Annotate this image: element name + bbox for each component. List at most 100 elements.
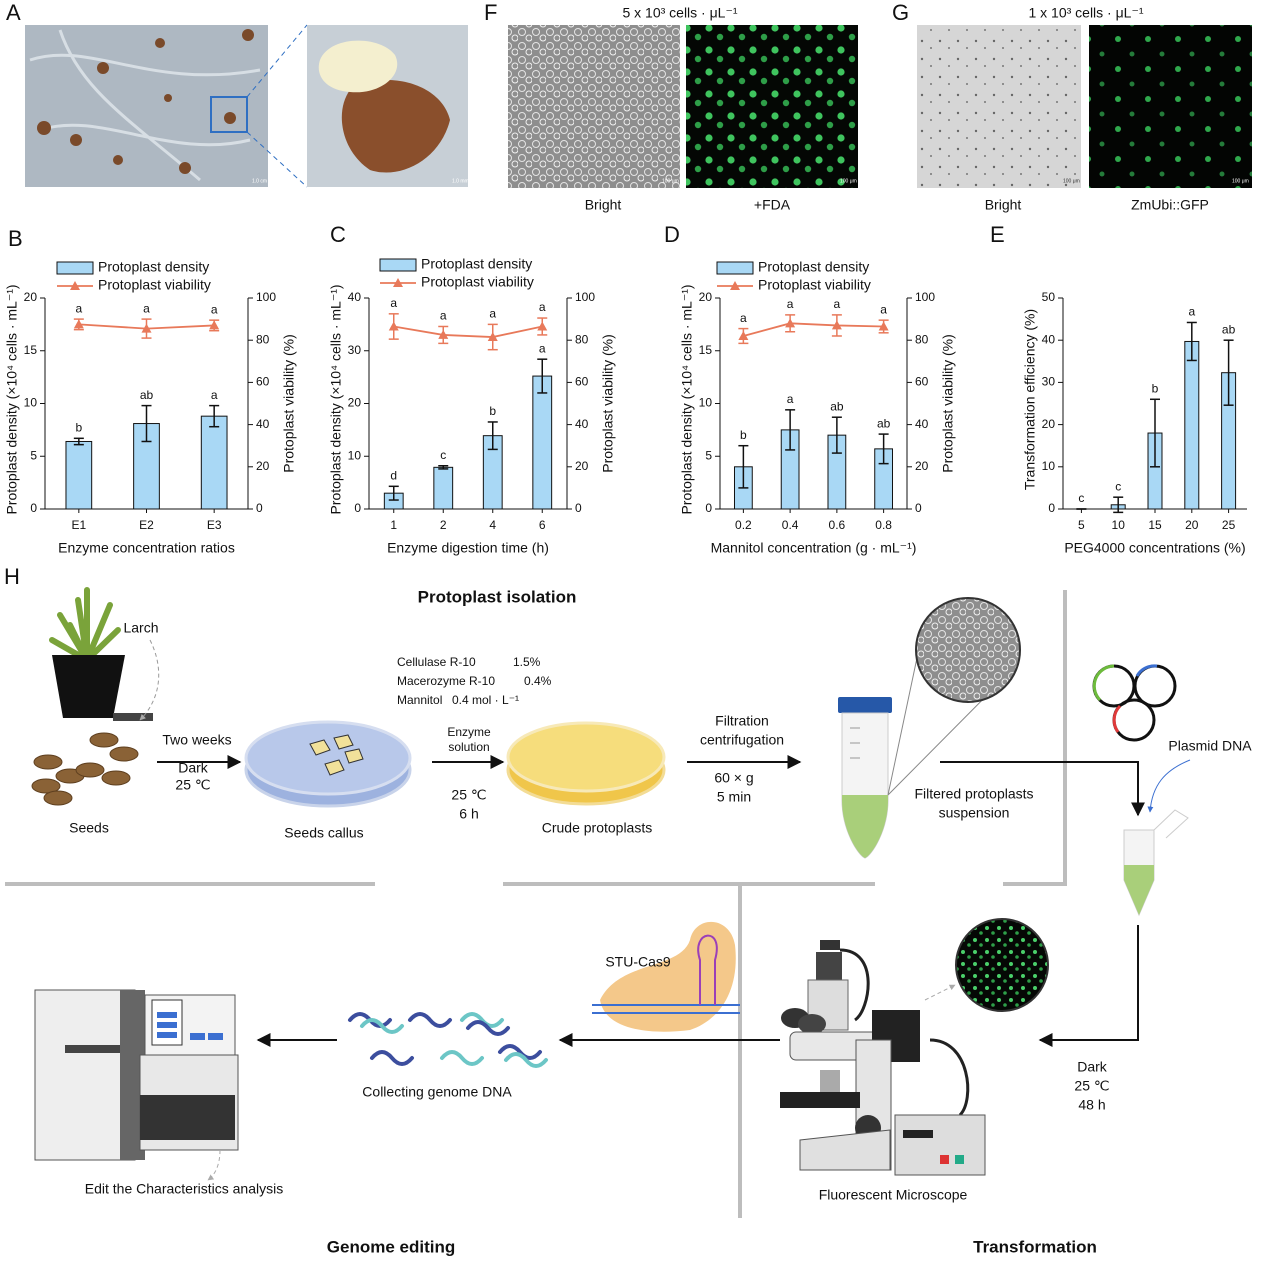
significance-letter: c <box>1078 491 1084 505</box>
arrow <box>940 761 1145 817</box>
larch-plant <box>49 587 153 721</box>
photo-caption: ZmUbi::GFP <box>1131 197 1209 213</box>
x-tick-label: 0.6 <box>829 518 846 532</box>
y2-tick-label: 20 <box>256 459 270 473</box>
marker <box>785 318 796 328</box>
sequencer <box>157 1012 177 1018</box>
legend-label: Protoplast viability <box>758 277 871 293</box>
significance-letter: a <box>211 302 218 316</box>
label: 25 ℃ <box>175 776 210 792</box>
significance-letter: a <box>880 302 887 316</box>
scale-bar: 100 μm <box>1232 178 1249 184</box>
y-tick-label: 20 <box>699 290 713 304</box>
photo-caption: +FDA <box>754 197 791 213</box>
significance-letter: a <box>211 388 218 402</box>
sequencer <box>207 1149 221 1181</box>
microscope <box>820 940 840 950</box>
x-tick-label: 5 <box>1078 518 1085 532</box>
reagent-amount: 1.5% <box>513 655 541 669</box>
y2-axis-title: Protoplast viability (%) <box>600 334 616 473</box>
y2-tick-label: 80 <box>575 332 589 346</box>
plasmids <box>1092 664 1115 702</box>
cas9-complex <box>592 921 740 1032</box>
y2-tick-label: 80 <box>915 332 929 346</box>
significance-letter: a <box>834 297 841 311</box>
photo-caption: Bright <box>585 197 622 213</box>
bright-field-photo <box>508 25 680 188</box>
seeds-drawing <box>31 732 139 806</box>
y-tick-label: 0 <box>1048 501 1055 515</box>
panel-title: 5 x 10³ cells · μL⁻¹ <box>622 5 737 21</box>
callus-body <box>318 40 398 93</box>
reagent: Macerozyme R-10 <box>397 674 495 688</box>
y2-tick-label: 40 <box>256 417 270 431</box>
label: suspension <box>939 805 1010 821</box>
petri-dish-callus <box>344 748 364 764</box>
microscope <box>799 1129 891 1171</box>
microscope <box>940 1155 949 1164</box>
marker <box>141 323 152 333</box>
x-tick-label: 6 <box>539 518 546 532</box>
seed-dots <box>37 121 51 135</box>
panel-label: B <box>8 226 23 251</box>
significance-letter: a <box>539 300 546 314</box>
y-tick-label: 5 <box>705 448 712 462</box>
legend-label: Protoplast viability <box>98 277 211 293</box>
label: Larch <box>123 620 158 636</box>
significance-letter: a <box>539 341 546 355</box>
marker <box>209 320 220 330</box>
microscope <box>839 948 870 1022</box>
callus-photo <box>25 25 268 187</box>
plasmids <box>1112 704 1122 733</box>
microscope <box>780 1092 860 1108</box>
label: Collecting genome DNA <box>362 1084 512 1100</box>
microscope <box>929 1038 970 1117</box>
x-axis-title: PEG4000 concentrations (%) <box>1064 540 1245 556</box>
legend-label: Protoplast density <box>421 256 532 272</box>
y-tick-label: 40 <box>1042 332 1056 346</box>
significance-letter: c <box>1115 479 1121 493</box>
centrifuge-tube <box>838 697 892 713</box>
fluorescence-photo <box>686 25 858 188</box>
panel-label: C <box>330 222 346 247</box>
marker <box>388 321 399 331</box>
significance-letter: b <box>740 428 747 442</box>
y2-axis-title: Protoplast viability (%) <box>281 334 297 473</box>
legend-swatch <box>379 258 417 272</box>
y-axis-title: Transformation efficiency (%) <box>1022 309 1038 490</box>
y2-axis-title: Protoplast viability (%) <box>940 334 956 473</box>
reagent-amount: 0.4% <box>524 674 552 688</box>
significance-letter: ab <box>140 388 154 402</box>
y-tick-label: 0 <box>354 501 361 515</box>
marker <box>537 321 548 331</box>
label: Dark <box>1077 1059 1108 1075</box>
label: Edit the Characteristics analysis <box>85 1181 283 1197</box>
fluorescence-photo <box>1089 25 1252 188</box>
genome-dna <box>360 1018 404 1034</box>
y-tick-label: 15 <box>699 343 713 357</box>
label: 48 h <box>1078 1097 1105 1113</box>
bar <box>532 375 553 510</box>
y-tick-label: 30 <box>1042 375 1056 389</box>
panel-label: F <box>484 0 497 25</box>
bar <box>1184 340 1200 510</box>
seeds-drawing <box>89 732 119 748</box>
genome-dna <box>498 1044 542 1060</box>
y-tick-label: 20 <box>1042 417 1056 431</box>
centrifuge-tube <box>838 597 1021 859</box>
photo-panel-g: G 1 x 10³ cells · μL⁻¹ 100 μm 100 μm Bri… <box>892 0 1252 213</box>
x-tick-label: 4 <box>489 518 496 532</box>
seed-dots <box>224 112 236 124</box>
sequencer <box>65 1045 130 1053</box>
y-axis-title: Protoplast density (×10⁴ cells · mL⁻¹) <box>328 284 344 514</box>
significance-letter: c <box>440 448 446 462</box>
label: Fluorescent Microscope <box>819 1187 968 1203</box>
section-title: Protoplast isolation <box>418 587 577 606</box>
y-tick-label: 10 <box>1042 459 1056 473</box>
legend-label: Protoplast density <box>98 259 209 275</box>
legend-swatch <box>393 278 403 287</box>
y2-tick-label: 60 <box>915 375 929 389</box>
y-tick-label: 10 <box>699 396 713 410</box>
legend-swatch <box>56 261 94 275</box>
